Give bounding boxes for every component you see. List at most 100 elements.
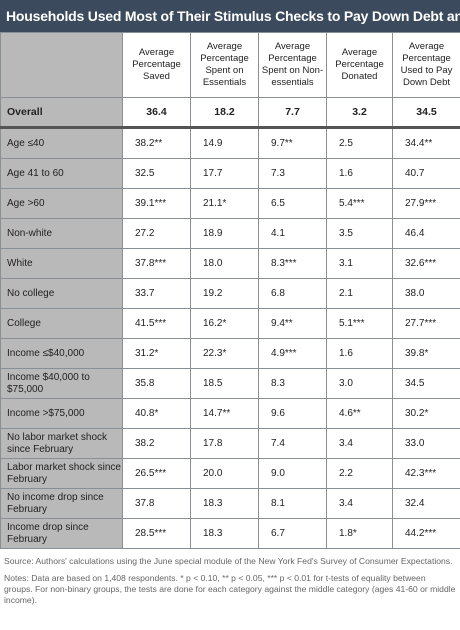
table-cell: 9.6 [258, 398, 327, 429]
table-cell: 7.3 [258, 158, 327, 189]
table-row: Income >$75,000 40.8* 14.7** 9.6 4.6** 30.2* [0, 398, 460, 429]
table-cell: 18.9 [190, 218, 259, 249]
row-label: White [0, 248, 123, 279]
header-corner [0, 32, 123, 98]
table-cell: 4.6** [326, 398, 393, 429]
row-label: Income $40,000 to $75,000 [0, 368, 123, 399]
table-cell: 6.5 [258, 188, 327, 219]
row-label: Age ≤40 [0, 127, 123, 159]
table-row: Age ≤40 38.2** 14.9 9.7** 2.5 34.4** [0, 127, 460, 159]
table-cell: 6.7 [258, 518, 327, 549]
table-cell: 39.8* [392, 338, 460, 369]
table-cell: 5.1*** [326, 308, 393, 339]
table-row: No income drop since February 37.8 18.3 8.1… [0, 488, 460, 519]
table-cell: 27.2 [122, 218, 191, 249]
table-row: No college 33.7 19.2 6.8 2.1 38.0 [0, 278, 460, 309]
table-row: Labor market shock since February 26.5***… [0, 458, 460, 489]
row-label: Income >$75,000 [0, 398, 123, 429]
column-header-essentials: Average Percentage Spent on Essentials [190, 32, 259, 98]
table-cell: 3.4 [326, 488, 393, 519]
table-row: White 37.8*** 18.0 8.3*** 3.1 32.6*** [0, 248, 460, 279]
footnotes: Source: Authors' calculations using the … [4, 556, 456, 612]
table-title: Households Used Most of Their Stimulus C… [0, 0, 460, 32]
table-cell: 34.5 [392, 97, 460, 129]
row-label: Labor market shock since February [0, 458, 123, 489]
table-cell: 18.3 [190, 488, 259, 519]
table-row: No labor market shock since February 38.2… [0, 428, 460, 459]
row-label: Age 41 to 60 [0, 158, 123, 189]
table-cell: 32.5 [122, 158, 191, 189]
table-cell: 27.7*** [392, 308, 460, 339]
table-cell: 3.0 [326, 368, 393, 399]
table-cell: 3.4 [326, 428, 393, 459]
table-cell: 6.8 [258, 278, 327, 309]
row-label: No college [0, 278, 123, 309]
column-header-non-essentials: Average Percentage Spent on Non-essentia… [258, 32, 327, 98]
table-cell: 37.8*** [122, 248, 191, 279]
table-cell: 5.4*** [326, 188, 393, 219]
table-cell: 8.1 [258, 488, 327, 519]
table-cell: 34.5 [392, 368, 460, 399]
table-cell: 18.5 [190, 368, 259, 399]
table-cell: 32.6*** [392, 248, 460, 279]
table-cell: 18.0 [190, 248, 259, 279]
table-cell: 17.8 [190, 428, 259, 459]
table-cell: 19.2 [190, 278, 259, 309]
notes-text: Notes: Data are based on 1,408 responden… [4, 573, 456, 605]
table-cell: 22.3* [190, 338, 259, 369]
table-cell: 3.2 [326, 97, 393, 129]
table-cell: 17.7 [190, 158, 259, 189]
source-note: Source: Authors' calculations using the … [4, 556, 453, 566]
table-cell: 1.8* [326, 518, 393, 549]
table-cell: 38.0 [392, 278, 460, 309]
table-cell: 7.7 [258, 97, 327, 129]
table-row: Income ≤$40,000 31.2* 22.3* 4.9*** 1.6 39.8* [0, 338, 460, 369]
table-row: Age >60 39.1*** 21.1* 6.5 5.4*** 27.9*** [0, 188, 460, 219]
row-label: Overall [0, 97, 123, 129]
table-cell: 8.3*** [258, 248, 327, 279]
table-cell: 3.5 [326, 218, 393, 249]
row-label: No income drop since February [0, 488, 123, 519]
table-cell: 32.4 [392, 488, 460, 519]
table-cell: 2.2 [326, 458, 393, 489]
table-cell: 26.5*** [122, 458, 191, 489]
row-label: No labor market shock since February [0, 428, 123, 459]
table-cell: 31.2* [122, 338, 191, 369]
table-cell: 9.7** [258, 127, 327, 159]
table-cell: 14.9 [190, 127, 259, 159]
table-cell: 37.8 [122, 488, 191, 519]
table-cell: 3.1 [326, 248, 393, 279]
stimulus-table: Average Percentage Saved Average Percent… [0, 32, 460, 549]
table-cell: 20.0 [190, 458, 259, 489]
row-label: Non-white [0, 218, 123, 249]
row-label: Income ≤$40,000 [0, 338, 123, 369]
table-cell: 36.4 [122, 97, 191, 129]
table-cell: 2.5 [326, 127, 393, 159]
table-cell: 7.4 [258, 428, 327, 459]
table-row: College 41.5*** 16.2* 9.4** 5.1*** 27.7*** [0, 308, 460, 339]
table-cell: 33.0 [392, 428, 460, 459]
table-row: Overall 36.4 18.2 7.7 3.2 34.5 [0, 97, 460, 129]
table-cell: 35.8 [122, 368, 191, 399]
table-cell: 44.2*** [392, 518, 460, 549]
row-label: Age >60 [0, 188, 123, 219]
table-cell: 42.3*** [392, 458, 460, 489]
header-row: Average Percentage Saved Average Percent… [0, 32, 460, 98]
table-cell: 40.7 [392, 158, 460, 189]
table-cell: 9.4** [258, 308, 327, 339]
table-row: Age 41 to 60 32.5 17.7 7.3 1.6 40.7 [0, 158, 460, 189]
table-cell: 46.4 [392, 218, 460, 249]
table-cell: 14.7** [190, 398, 259, 429]
table-row: Income drop since February 28.5*** 18.3 6.7… [0, 518, 460, 549]
table-cell: 18.2 [190, 97, 259, 129]
table-cell: 4.1 [258, 218, 327, 249]
column-header-debt: Average Percentage Used to Pay Down Debt [392, 32, 460, 98]
table-cell: 21.1* [190, 188, 259, 219]
table-cell: 4.9*** [258, 338, 327, 369]
table-cell: 33.7 [122, 278, 191, 309]
table-cell: 1.6 [326, 158, 393, 189]
table-cell: 34.4** [392, 127, 460, 159]
table-cell: 41.5*** [122, 308, 191, 339]
row-label: Income drop since February [0, 518, 123, 549]
table-cell: 39.1*** [122, 188, 191, 219]
